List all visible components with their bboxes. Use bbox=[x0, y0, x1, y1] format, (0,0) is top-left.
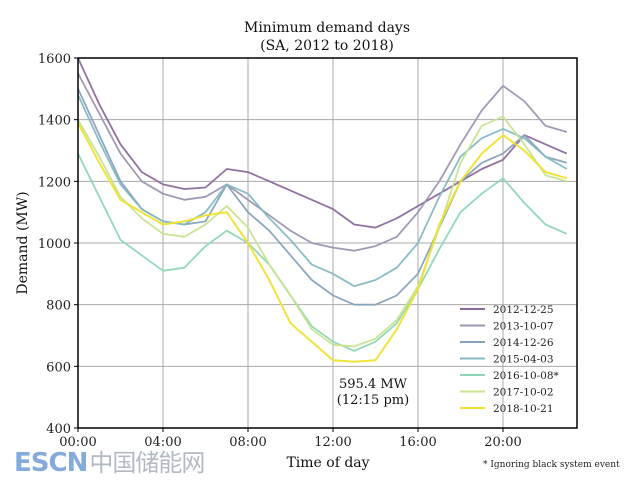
x-tick-label: 20:00 bbox=[484, 435, 521, 450]
y-tick-label: 800 bbox=[46, 299, 71, 314]
y-tick-label: 1600 bbox=[38, 52, 71, 67]
watermark-cjk: 中国储能网 bbox=[89, 449, 205, 477]
y-axis-label: Demand (MW) bbox=[15, 191, 31, 294]
chart-subtitle: (SA, 2012 to 2018) bbox=[260, 38, 394, 54]
y-tick-label: 1000 bbox=[38, 237, 71, 252]
watermark-latin: ESCN bbox=[14, 448, 88, 478]
x-axis-ticks: 00:00 04:00 08:00 12:00 16:00 20:00 bbox=[59, 428, 522, 450]
x-axis-label: Time of day bbox=[286, 455, 369, 471]
watermark-logo: ESCN中国储能网 bbox=[14, 448, 205, 478]
y-axis-ticks: 400 600 800 1000 1200 1400 1600 bbox=[38, 52, 78, 437]
x-tick-label: 04:00 bbox=[144, 435, 181, 450]
y-tick-label: 1200 bbox=[38, 175, 71, 190]
series-line-2017-10-02 bbox=[77, 115, 568, 348]
legend-label: 2013-10-07 bbox=[493, 321, 554, 333]
legend-label: 2014-12-26 bbox=[493, 337, 554, 349]
series-line-2016-10-08 bbox=[77, 153, 568, 352]
x-tick-label: 12:00 bbox=[314, 435, 351, 450]
annotation-min-time: (12:15 pm) bbox=[337, 393, 409, 408]
annotation-min-value: 595.4 MW bbox=[339, 377, 408, 392]
x-tick-label: 08:00 bbox=[229, 435, 266, 450]
series-line-2012-12-25 bbox=[77, 57, 568, 229]
legend-label: 2015-04-03 bbox=[493, 354, 554, 366]
chart-title: Minimum demand days bbox=[244, 20, 410, 36]
legend-label: 2012-12-25 bbox=[493, 304, 554, 316]
series-line-2018-10-21 bbox=[77, 122, 568, 363]
footnote: * Ignoring black system event bbox=[483, 460, 620, 470]
y-tick-label: 1400 bbox=[38, 114, 71, 129]
legend: 2012-12-25 2013-10-07 2014-12-26 2015-04-03… bbox=[460, 304, 560, 415]
x-tick-label: 16:00 bbox=[399, 435, 436, 450]
y-tick-label: 600 bbox=[46, 360, 71, 375]
legend-label: 2017-10-02 bbox=[493, 387, 554, 399]
legend-label: 2018-10-21 bbox=[493, 403, 554, 415]
y-tick-label: 400 bbox=[46, 422, 71, 437]
series-lines bbox=[77, 57, 568, 363]
x-tick-label: 00:00 bbox=[59, 435, 96, 450]
legend-label: 2016-10-08* bbox=[493, 370, 560, 382]
series-line-2015-04-03 bbox=[77, 94, 568, 288]
series-line-2013-10-07 bbox=[77, 72, 568, 252]
